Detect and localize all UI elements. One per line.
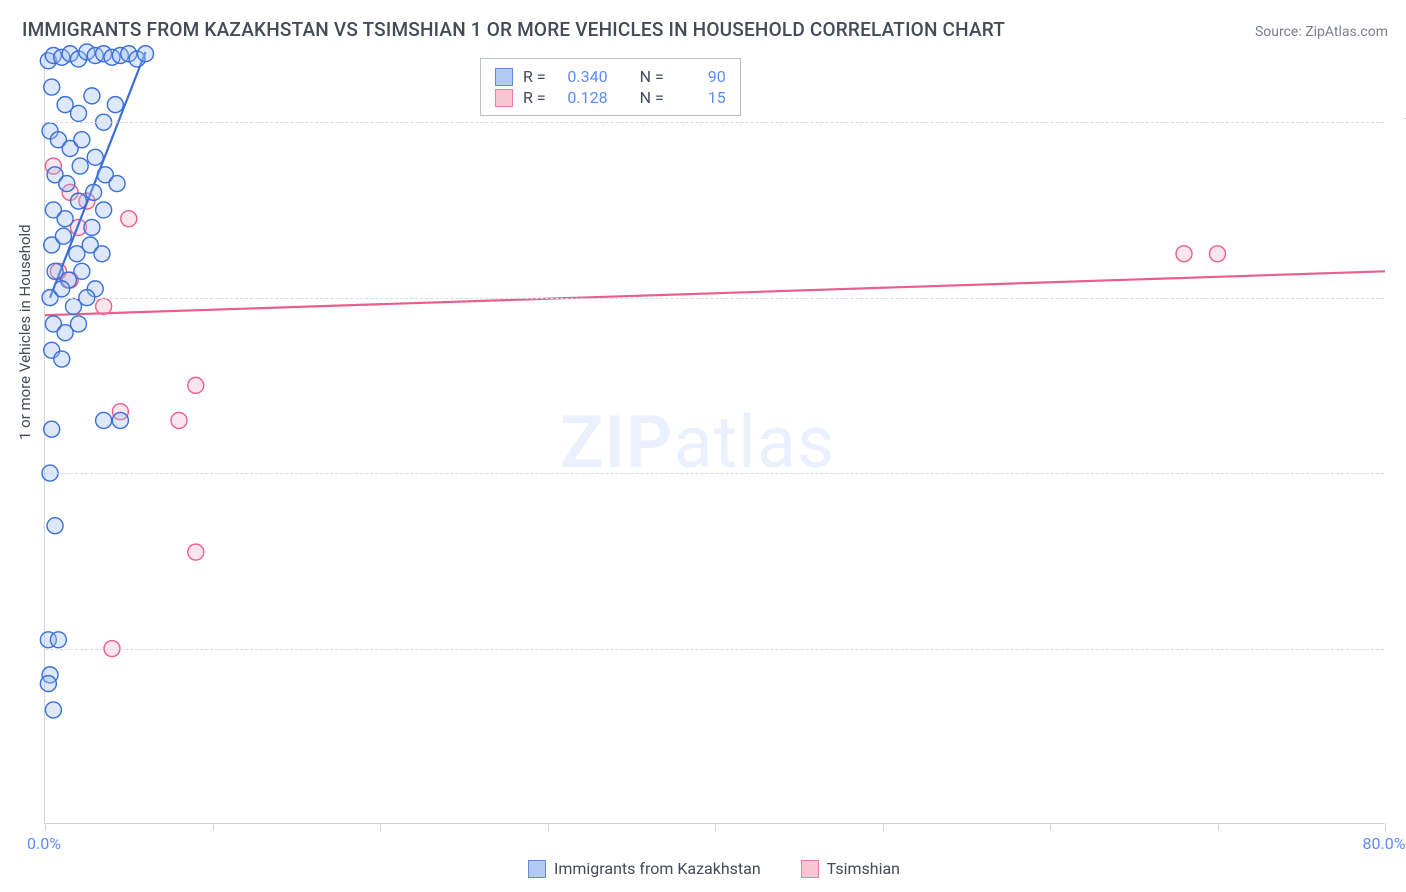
y-axis-label: 1 or more Vehicles in Household — [16, 224, 34, 440]
data-point — [121, 211, 137, 227]
x-tick — [45, 823, 46, 831]
data-point — [1176, 246, 1192, 262]
legend-swatch — [495, 68, 513, 86]
data-point — [71, 316, 87, 332]
chart-title: IMMIGRANTS FROM KAZAKHSTAN VS TSIMSHIAN … — [22, 18, 1005, 41]
n-label: N = — [640, 88, 664, 107]
data-point — [74, 263, 90, 279]
data-point — [87, 149, 103, 165]
data-point — [107, 97, 123, 113]
n-label: N = — [640, 67, 664, 86]
data-point — [57, 211, 73, 227]
x-tick — [380, 823, 381, 831]
n-value: 15 — [674, 88, 726, 107]
source-label: Source: ZipAtlas.com — [1255, 24, 1388, 40]
gridline-h — [45, 298, 1384, 299]
data-point — [71, 193, 87, 209]
r-label: R = — [523, 88, 546, 107]
data-point — [54, 351, 70, 367]
data-point — [112, 412, 128, 428]
data-point — [86, 184, 102, 200]
chart-svg — [45, 52, 1384, 823]
legend-bottom: Immigrants from Kazakhstan Tsimshian — [44, 859, 1384, 878]
legend-label: Tsimshian — [827, 859, 900, 878]
data-point — [74, 132, 90, 148]
x-tick — [883, 823, 884, 831]
x-tick — [548, 823, 549, 831]
y-tick-label: 90.0% — [1392, 288, 1406, 307]
legend-stats: R = 0.340 N = 90 R = 0.128 N = 15 — [480, 58, 741, 116]
r-value: 0.340 — [556, 67, 608, 86]
trend-line — [45, 271, 1385, 315]
y-tick-label: 100.0% — [1392, 113, 1406, 132]
data-point — [47, 518, 63, 534]
data-point — [109, 176, 125, 192]
y-tick-label: 80.0% — [1392, 464, 1406, 483]
data-point — [138, 46, 154, 62]
plot-area: 70.0%80.0%90.0%100.0% — [44, 52, 1384, 824]
x-tick — [1050, 823, 1051, 831]
y-tick-label: 70.0% — [1392, 639, 1406, 658]
x-tick — [1385, 823, 1386, 831]
data-point — [45, 702, 61, 718]
data-point — [188, 544, 204, 560]
legend-stat-row: R = 0.340 N = 90 — [495, 67, 726, 86]
data-point — [44, 421, 60, 437]
data-point — [55, 228, 71, 244]
legend-label: Immigrants from Kazakhstan — [554, 859, 761, 878]
data-point — [40, 676, 56, 692]
x-tick — [715, 823, 716, 831]
data-point — [44, 79, 60, 95]
legend-item: Tsimshian — [801, 859, 900, 878]
data-point — [1210, 246, 1226, 262]
gridline-h — [45, 649, 1384, 650]
legend-swatch — [495, 89, 513, 107]
r-label: R = — [523, 67, 546, 86]
gridline-h — [45, 473, 1384, 474]
legend-item: Immigrants from Kazakhstan — [528, 859, 761, 878]
data-point — [94, 246, 110, 262]
data-point — [54, 281, 70, 297]
data-point — [96, 202, 112, 218]
data-point — [50, 632, 66, 648]
n-value: 90 — [674, 67, 726, 86]
x-tick-label: 0.0% — [27, 834, 61, 853]
data-point — [188, 377, 204, 393]
legend-stat-row: R = 0.128 N = 15 — [495, 88, 726, 107]
data-point — [96, 412, 112, 428]
x-tick — [1218, 823, 1219, 831]
x-tick-label: 80.0% — [1363, 834, 1406, 853]
data-point — [72, 158, 88, 174]
data-point — [171, 412, 187, 428]
x-tick — [213, 823, 214, 831]
data-point — [84, 219, 100, 235]
data-point — [84, 88, 100, 104]
r-value: 0.128 — [556, 88, 608, 107]
legend-swatch — [528, 860, 546, 878]
data-point — [96, 298, 112, 314]
data-point — [59, 176, 75, 192]
data-point — [71, 105, 87, 121]
gridline-h — [45, 122, 1384, 123]
legend-swatch — [801, 860, 819, 878]
